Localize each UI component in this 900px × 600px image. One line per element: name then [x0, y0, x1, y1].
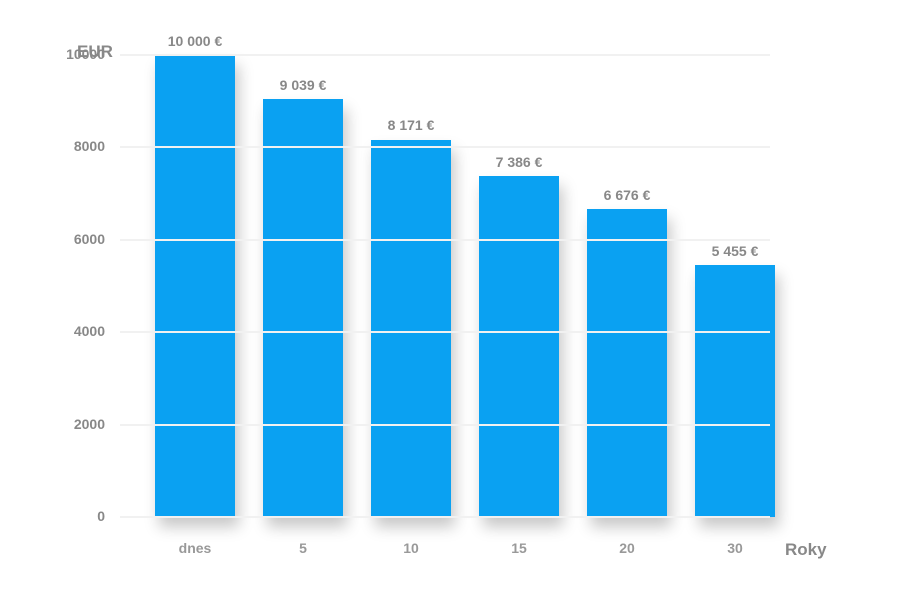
- x-tick-label: 30: [695, 540, 775, 556]
- x-tick-label: dnes: [155, 540, 235, 556]
- bar: [155, 55, 235, 517]
- bar-data-label: 8 171 €: [351, 117, 471, 133]
- x-tick-label: 5: [263, 540, 343, 556]
- bar-fill: [587, 209, 667, 517]
- chart-container: EUR Roky 020004000600080001000010 000 €d…: [0, 0, 900, 600]
- y-tick-label: 6000: [45, 231, 105, 247]
- bar-data-label: 10 000 €: [135, 33, 255, 49]
- bar: [479, 176, 559, 517]
- gridline: [120, 146, 770, 148]
- y-tick-label: 4000: [45, 323, 105, 339]
- bar-fill: [263, 99, 343, 517]
- y-tick-label: 10000: [45, 46, 105, 62]
- bar: [587, 209, 667, 517]
- bar: [371, 140, 451, 518]
- bar-data-label: 6 676 €: [567, 187, 687, 203]
- x-axis-title: Roky: [785, 540, 827, 560]
- x-tick-label: 20: [587, 540, 667, 556]
- bar-fill: [371, 140, 451, 518]
- y-tick-label: 8000: [45, 138, 105, 154]
- bar: [263, 99, 343, 517]
- bar-data-label: 5 455 €: [675, 243, 795, 259]
- bar-data-label: 9 039 €: [243, 77, 363, 93]
- gridline: [120, 516, 770, 518]
- gridline: [120, 54, 770, 56]
- gridline: [120, 331, 770, 333]
- y-tick-label: 0: [45, 508, 105, 524]
- bar-fill: [479, 176, 559, 517]
- gridline: [120, 239, 770, 241]
- gridline: [120, 424, 770, 426]
- bar-data-label: 7 386 €: [459, 154, 579, 170]
- x-tick-label: 10: [371, 540, 451, 556]
- bar-fill: [155, 55, 235, 517]
- x-tick-label: 15: [479, 540, 559, 556]
- bar-fill: [695, 265, 775, 517]
- y-tick-label: 2000: [45, 416, 105, 432]
- bar: [695, 265, 775, 517]
